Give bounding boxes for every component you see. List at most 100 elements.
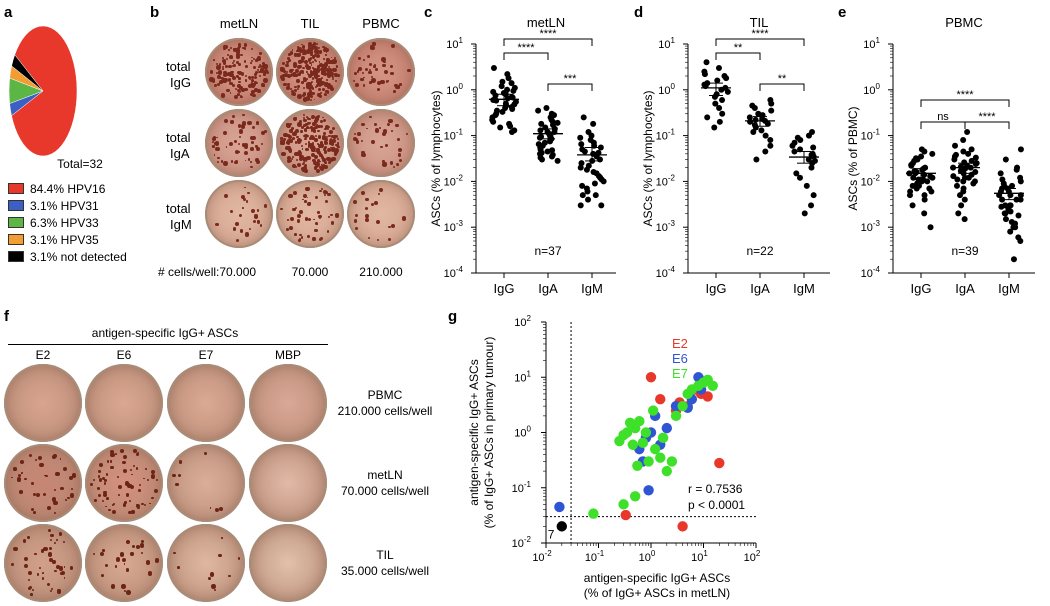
elispot-spot: [311, 87, 314, 90]
data-point: [537, 127, 544, 134]
elispot-spot: [286, 56, 291, 61]
elispot-spot: [248, 227, 251, 230]
y-axis-label: ASCs (% of PBMC): [846, 106, 860, 210]
significance-bracket: [920, 121, 966, 129]
elispot-spot: [241, 142, 246, 147]
elispot-spot: [125, 493, 130, 497]
elispot-spot: [141, 502, 144, 505]
elispot-spot: [363, 59, 366, 62]
elispot-spot: [223, 118, 228, 123]
elispot-spot: [280, 69, 282, 72]
elispot-spot: [230, 71, 233, 74]
elispot-spot: [316, 147, 320, 151]
x-tick-label: IgG: [911, 281, 932, 296]
elispot-spot: [316, 223, 319, 226]
elispot-spot: [250, 59, 254, 63]
elispot-spot: [291, 68, 294, 72]
elispot-spot: [374, 67, 378, 71]
data-point: [579, 192, 586, 199]
elispot-spot: [291, 163, 296, 169]
significance-label: ****: [539, 28, 557, 40]
elispot-spot: [309, 94, 314, 99]
elispot-spot: [289, 68, 294, 73]
elispot-spot: [312, 70, 318, 76]
elispot-spot: [309, 136, 312, 140]
elispot-spot: [311, 148, 315, 152]
elispot-spot: [45, 474, 48, 478]
elispot-spot: [295, 141, 298, 145]
elispot-spot: [213, 154, 216, 156]
elispot-spot: [287, 158, 291, 163]
point-e6: [661, 422, 673, 434]
legend-label: 3.1% HPV35: [30, 233, 99, 247]
elispot-spot: [105, 505, 107, 508]
elispot-spot: [209, 70, 214, 75]
data-point: [753, 156, 760, 163]
elispot-spot: [311, 55, 316, 59]
data-point: [954, 176, 961, 183]
elispot-spot: [325, 138, 328, 141]
elispot-spot: [51, 497, 57, 502]
elispot-spot: [252, 93, 256, 98]
elispot-spot: [211, 79, 216, 84]
elispot-spot: [313, 166, 318, 170]
elispot-well: [347, 109, 415, 177]
elispot-spot: [332, 139, 337, 144]
elispot-spot: [286, 155, 291, 160]
elispot-spot: [68, 476, 73, 481]
elispot-spot: [286, 228, 290, 231]
data-point: [1002, 156, 1009, 163]
data-point: [577, 202, 584, 209]
elispot-spot: [236, 49, 240, 53]
elispot-spot: [251, 78, 255, 82]
elispot-spot: [334, 134, 337, 137]
elispot-spot: [293, 233, 297, 237]
elispot-spot: [308, 122, 311, 124]
elispot-f-col-e6: E6: [116, 348, 132, 362]
elispot-spot: [396, 164, 399, 167]
data-point: [909, 202, 916, 209]
x-tick-label: IgA: [750, 281, 770, 296]
data-point: [927, 224, 934, 231]
data-point: [768, 100, 775, 107]
elispot-f-col-e2: E2: [35, 348, 51, 362]
elispot-spot: [123, 590, 126, 593]
y-tick-label: 100: [863, 82, 880, 97]
legend-e2: E2: [672, 336, 688, 351]
elispot-spot: [299, 155, 305, 160]
elispot-spot: [288, 148, 293, 153]
elispot-spot: [101, 573, 105, 577]
elispot-spot: [17, 474, 21, 478]
elispot-spot: [213, 83, 217, 88]
elispot-spot: [20, 460, 25, 465]
elispot-spot: [237, 88, 241, 92]
elispot-spot: [46, 506, 51, 511]
elispot-spot: [328, 216, 331, 219]
elispot-spot: [259, 52, 262, 55]
y-tick-label: 10-4: [656, 265, 676, 280]
point-e7: [655, 452, 666, 463]
elispot-spot: [387, 80, 390, 82]
elispot-spot: [315, 86, 317, 88]
elispot-spot: [327, 60, 331, 64]
data-point: [968, 146, 975, 153]
elispot-spot: [325, 51, 328, 53]
elispot-spot: [319, 84, 322, 88]
elispot-f-row-cells: 35.000 cells/well: [340, 564, 430, 578]
elispot-spot: [243, 142, 249, 148]
elispot-spot: [63, 577, 66, 579]
elispot-spot: [49, 590, 52, 593]
elispot-spot: [106, 496, 109, 500]
elispot-spot: [369, 62, 373, 67]
elispot-spot: [222, 73, 227, 78]
elispot-spot: [99, 463, 104, 468]
data-point: [581, 148, 588, 155]
elispot-spot: [252, 135, 257, 140]
elispot-spot: [315, 42, 318, 45]
elispot-spot: [322, 137, 325, 140]
elispot-spot: [41, 572, 44, 574]
elispot-spot: [220, 76, 225, 81]
elispot-spot: [263, 204, 268, 209]
data-point: [499, 108, 506, 115]
data-point: [960, 137, 967, 144]
